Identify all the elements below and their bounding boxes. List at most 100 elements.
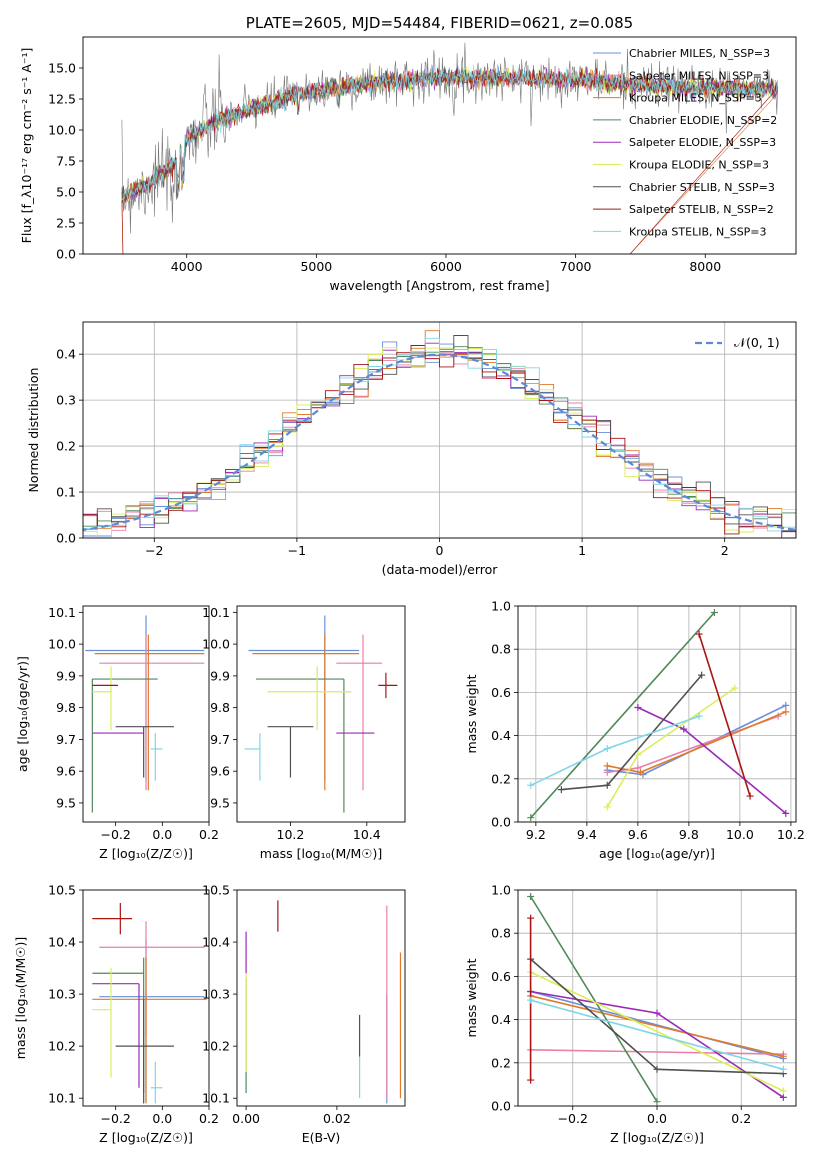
axes-frame bbox=[82, 889, 210, 1107]
chart-residuals: −2 −1 0 1 2 0.0 0.1 0.2 0.3 0.4 (data-model)/error… bbox=[26, 321, 797, 577]
y-tick-label: 9.7 bbox=[210, 732, 230, 747]
series-marker bbox=[527, 1076, 535, 1084]
legend-entry: Chabrier MILES, N_SSP=3 bbox=[629, 47, 770, 60]
series-marker bbox=[636, 768, 644, 776]
chart-mass_vs_Z: −0.2 0.0 0.2 10.1 10.2 10.3 10.4 10.5 Z [log₁₀(Z… bbox=[13, 883, 219, 1146]
x-tick-label: 1 bbox=[578, 543, 586, 558]
y-tick-label: 9.5 bbox=[210, 795, 230, 810]
legend-entry: Chabrier STELIB, N_SSP=3 bbox=[629, 181, 775, 194]
errorbar-kroupa-elodie bbox=[267, 666, 352, 730]
plot-area bbox=[527, 608, 790, 822]
errorbar-chabrier-miles bbox=[248, 615, 360, 781]
x-tick-label: 8000 bbox=[689, 259, 721, 274]
y-tick-label: 10.5 bbox=[48, 883, 76, 898]
errorbar-chabrier-stelib bbox=[115, 999, 174, 1104]
x-tick-label: 0.0 bbox=[647, 1111, 667, 1126]
y-tick-label: 0.2 bbox=[491, 1055, 511, 1070]
errorbar-chabrier-elodie bbox=[256, 678, 345, 813]
y-tick-label: 9.5 bbox=[56, 795, 76, 810]
y-tick-label: 9.9 bbox=[56, 668, 76, 683]
series-marker bbox=[603, 762, 611, 770]
errorbar-kroupa-elodie bbox=[92, 666, 112, 730]
errorbar-salpeter-stelib bbox=[92, 903, 132, 935]
chart-age_vs_mass: 10.2 10.4 9.5 9.6 9.7 9.8 9.9 10.0 10.1 mass [log… bbox=[202, 605, 406, 861]
plot-area bbox=[121, 42, 779, 254]
x-axis-label: (data-model)/error bbox=[382, 562, 499, 577]
series-marker bbox=[782, 708, 790, 716]
x-tick-label: 0.00 bbox=[232, 1111, 260, 1126]
y-tick-label: 7.5 bbox=[56, 154, 76, 169]
x-axis-label: Z [log₁₀(Z/Z☉)] bbox=[99, 1130, 193, 1145]
y-tick-label: 0.2 bbox=[491, 771, 511, 786]
x-tick-label: 9.2 bbox=[526, 827, 546, 842]
series-marker bbox=[653, 1098, 661, 1106]
series-salpeter-miles bbox=[603, 712, 782, 776]
series-marker bbox=[746, 792, 754, 800]
y-tick-label: 10.3 bbox=[202, 987, 230, 1002]
errorbar-kroupa-stelib bbox=[150, 733, 163, 781]
x-tick-label: 0.2 bbox=[731, 1111, 751, 1126]
y-tick-label: 10.1 bbox=[48, 1091, 76, 1106]
y-tick-label: 0.8 bbox=[491, 642, 511, 657]
series-salpeter-elodie bbox=[634, 704, 790, 817]
legend-entry: Chabrier ELODIE, N_SSP=2 bbox=[629, 114, 777, 127]
x-tick-label: −0.2 bbox=[558, 1111, 588, 1126]
y-tick-label: 0.0 bbox=[56, 247, 76, 262]
y-tick-label: 15.0 bbox=[48, 61, 76, 76]
axes-frame bbox=[236, 889, 406, 1107]
errorbar-chabrier-elodie bbox=[91, 678, 158, 813]
errorbar-kroupa-miles bbox=[94, 634, 205, 791]
series-marker bbox=[603, 781, 611, 789]
residual-legend: 𝒩(0, 1) bbox=[695, 335, 780, 350]
series-line bbox=[530, 995, 784, 1058]
y-tick-label: 10.0 bbox=[202, 637, 230, 652]
y-tick-label: 5.0 bbox=[56, 185, 76, 200]
errorbar-chabrier-miles bbox=[99, 939, 205, 1101]
errorbar-kroupa-miles bbox=[92, 957, 207, 1104]
spectrum-legend: Chabrier MILES, N_SSP=3 Salpeter MILES, N… bbox=[593, 47, 777, 238]
y-tick-label: 0.3 bbox=[56, 393, 76, 408]
y-tick-label: 10.2 bbox=[48, 1039, 76, 1054]
series-marker bbox=[779, 1065, 787, 1073]
y-tick-label: 0.0 bbox=[491, 1099, 511, 1114]
chart-weight_vs_Z: −0.2 0.0 0.2 0.0 0.2 0.4 0.6 0.8 1.0 Z [log₁₀(Z/Z… bbox=[464, 883, 797, 1145]
x-axis-label: E(B-V) bbox=[302, 1130, 341, 1145]
legend-entry: Salpeter MILES, N_SSP=3 bbox=[629, 69, 769, 82]
series-marker bbox=[731, 684, 739, 692]
series-marker bbox=[782, 701, 790, 709]
y-axis-label: Flux [f_λ10⁻¹⁷ erg cm⁻² s⁻¹ A⁻¹] bbox=[19, 48, 34, 244]
y-axis-label: mass [log₁₀(M/M☉)] bbox=[13, 937, 28, 1059]
legend-entry: Kroupa ELODIE, N_SSP=3 bbox=[629, 159, 769, 172]
y-tick-label: 10.0 bbox=[48, 123, 76, 138]
normal-curve bbox=[83, 353, 796, 532]
y-tick-label: 0.0 bbox=[491, 815, 511, 830]
axes-frame bbox=[82, 605, 210, 823]
series-marker bbox=[779, 1093, 787, 1101]
y-tick-label: 0.4 bbox=[56, 347, 76, 362]
series-line bbox=[530, 1049, 784, 1055]
x-tick-label: 10.2 bbox=[777, 827, 805, 842]
chart-mass_vs_EBV: 0.00 0.02 10.1 10.2 10.3 10.4 10.5 E(B-V) bbox=[202, 883, 406, 1145]
series-marker bbox=[779, 1052, 787, 1060]
x-tick-label: 9.6 bbox=[628, 827, 648, 842]
errorbar-kroupa-stelib bbox=[244, 733, 261, 781]
errorbar-chabrier-elodie bbox=[92, 957, 145, 1093]
series-kroupa-miles bbox=[603, 708, 790, 776]
x-axis-label: mass [log₁₀(M/M☉)] bbox=[260, 846, 382, 861]
chart-weight_vs_age: 9.2 9.4 9.6 9.8 10.0 10.2 0.0 0.2 0.4 0.6 0.8 1.0 ag… bbox=[464, 599, 805, 862]
series-marker bbox=[527, 814, 535, 822]
y-tick-label: 9.6 bbox=[210, 764, 230, 779]
series-chabrier-stelib bbox=[557, 671, 706, 794]
series-marker bbox=[603, 745, 611, 753]
errorbar-salpeter-stelib bbox=[378, 672, 398, 699]
y-tick-label: 0.0 bbox=[56, 531, 76, 546]
y-tick-label: 9.8 bbox=[56, 700, 76, 715]
axes-frame bbox=[236, 605, 406, 823]
series-marker bbox=[634, 704, 642, 712]
y-axis-label: mass weight bbox=[464, 958, 479, 1037]
y-tick-label: 0.1 bbox=[56, 485, 76, 500]
legend-entry: Kroupa MILES, N_SSP=3 bbox=[629, 92, 762, 105]
series-line bbox=[698, 633, 751, 797]
y-axis-label: mass weight bbox=[464, 674, 479, 753]
series-kroupa-stelib bbox=[527, 996, 787, 1073]
